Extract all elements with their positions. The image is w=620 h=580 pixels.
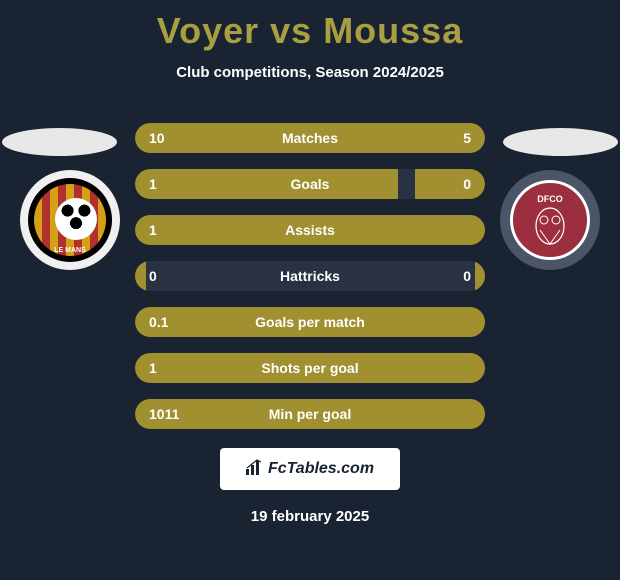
stat-value-right: 0: [463, 169, 471, 199]
player-left-oval: [2, 128, 117, 156]
stat-label: Hattricks: [135, 261, 485, 291]
team-badge-right: DFCO: [500, 170, 600, 270]
team-badge-right-inner: DFCO: [510, 180, 590, 260]
team-badge-left-inner: LE MANS: [28, 178, 112, 262]
owl-icon: [532, 206, 568, 246]
subtitle: Club competitions, Season 2024/2025: [0, 64, 620, 81]
footer-brand-text: FcTables.com: [268, 460, 374, 478]
stat-row-goals-per-match: 0.1 Goals per match: [135, 307, 485, 337]
footer-date: 19 february 2025: [0, 508, 620, 525]
footer-brand[interactable]: FcTables.com: [220, 448, 400, 490]
badge-ball-icon: [55, 198, 97, 240]
team-badge-left: LE MANS: [20, 170, 120, 270]
stat-row-assists: 1 Assists: [135, 215, 485, 245]
stat-value-right: 0: [463, 261, 471, 291]
badge-right-text: DFCO: [537, 194, 563, 204]
stat-row-goals: 1 Goals 0: [135, 169, 485, 199]
stat-label: Goals: [135, 169, 485, 199]
badge-left-text: LE MANS: [34, 247, 106, 254]
stat-row-matches: 10 Matches 5: [135, 123, 485, 153]
stat-row-shots-per-goal: 1 Shots per goal: [135, 353, 485, 383]
stat-label: Shots per goal: [135, 353, 485, 383]
chart-icon: [246, 459, 264, 480]
stat-label: Matches: [135, 123, 485, 153]
stat-row-hattricks: 0 Hattricks 0: [135, 261, 485, 291]
stats-container: 10 Matches 5 1 Goals 0 1 Assists 0 Hattr…: [135, 123, 485, 445]
stat-label: Assists: [135, 215, 485, 245]
stat-label: Goals per match: [135, 307, 485, 337]
player-right-oval: [503, 128, 618, 156]
page-title: Voyer vs Moussa: [0, 0, 620, 52]
stat-value-right: 5: [463, 123, 471, 153]
stat-row-min-per-goal: 1011 Min per goal: [135, 399, 485, 429]
stat-label: Min per goal: [135, 399, 485, 429]
